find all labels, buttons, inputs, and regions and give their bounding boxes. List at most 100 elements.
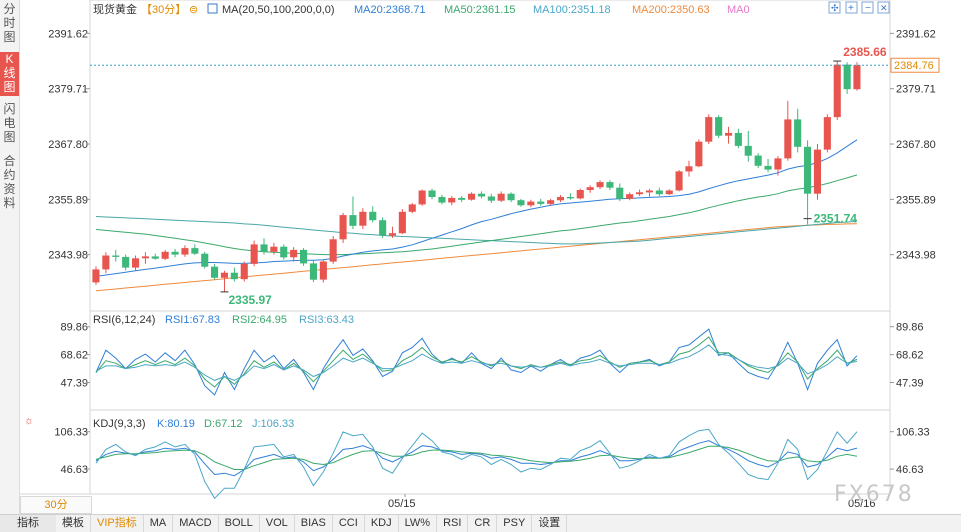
candle: [517, 198, 525, 207]
bottom-tab-10[interactable]: LW%: [399, 515, 438, 532]
candle-body: [804, 146, 812, 194]
candle: [606, 180, 614, 191]
candle-body: [309, 263, 317, 280]
period-label[interactable]: 【30分】: [141, 3, 186, 16]
tab-char: K: [5, 52, 14, 66]
candle-body: [92, 269, 100, 283]
candle: [804, 140, 812, 225]
ma200-label: MA200:2350.63: [632, 4, 710, 16]
candle-body: [744, 145, 752, 156]
bottom-tab-9[interactable]: KDJ: [365, 515, 399, 532]
candle-body: [240, 263, 248, 280]
toolbar-icons: ✣ + − ✕: [828, 1, 890, 14]
candle-body: [655, 190, 663, 195]
ma-toggle-icon[interactable]: [207, 3, 218, 14]
candle: [319, 259, 327, 283]
candle-body: [794, 119, 802, 147]
rsi-tick-right: 47.39: [896, 378, 924, 390]
candle: [616, 183, 624, 202]
kdj-j-label: J:106.33: [252, 418, 294, 430]
bottom-tab-indicator[interactable]: 指标: [0, 514, 56, 532]
candle: [675, 170, 683, 192]
candle-body: [497, 193, 505, 201]
period-selector[interactable]: 30分: [20, 496, 92, 514]
candle-body: [280, 246, 288, 258]
candle: [497, 191, 505, 203]
candle-body: [132, 258, 140, 268]
tab-char: 料: [3, 196, 16, 210]
tab-char: 合: [3, 154, 16, 168]
candle-body: [606, 182, 614, 188]
candle-body: [220, 272, 228, 278]
candle: [695, 139, 703, 168]
candle: [833, 61, 841, 120]
tab-contract-info[interactable]: 合约资料: [0, 154, 19, 212]
svg-text:✣: ✣: [831, 3, 839, 13]
candle: [556, 195, 564, 203]
candle: [270, 242, 278, 255]
candle: [309, 260, 317, 282]
settings-icon[interactable]: ⊜: [189, 4, 198, 16]
ma20-label: MA20:2368.71: [354, 4, 426, 16]
ma100-line: [95, 216, 858, 245]
candle-body: [151, 256, 159, 259]
bottom-tab-1[interactable]: 模板: [56, 515, 91, 532]
bottom-tab-13[interactable]: PSY: [497, 515, 533, 532]
indicator-settings-icon[interactable]: ☼: [24, 415, 34, 427]
date-label-2: 05/16: [848, 498, 876, 510]
rsi1-label: RSI1:67.83: [165, 314, 220, 326]
close-icon[interactable]: [877, 1, 890, 14]
chart-canvas[interactable]: 现货黄金 【30分】 ⊜ MA(20,50,100,200,0,0) MA20:…: [0, 0, 961, 514]
current-price-box: [890, 57, 940, 73]
candle: [408, 203, 416, 214]
candle-body: [418, 190, 426, 205]
candle-body: [626, 194, 634, 199]
candle-body: [349, 215, 357, 226]
rsi3-label: RSI3:63.43: [299, 314, 354, 326]
candle: [586, 185, 594, 193]
ma0-label: MA0: [727, 4, 750, 16]
candle: [132, 255, 140, 271]
tab-char: 资: [3, 182, 16, 196]
candle: [626, 192, 634, 201]
bottom-tab-12[interactable]: CR: [468, 515, 498, 532]
candle: [843, 62, 851, 94]
candle: [754, 153, 762, 169]
bottom-tab-6[interactable]: VOL: [260, 515, 295, 532]
candle-body: [438, 197, 446, 203]
candle-body: [339, 215, 347, 240]
tab-flash-chart[interactable]: 闪电图: [0, 102, 19, 146]
tab-char: 闪: [3, 102, 16, 116]
bottom-tab-5[interactable]: BOLL: [219, 515, 260, 532]
instrument-name: 现货黄金: [93, 2, 137, 16]
bottom-tab-2[interactable]: VIP指标: [91, 515, 144, 532]
bottom-tab-7[interactable]: BIAS: [295, 515, 333, 532]
high-price-label: 2385.66: [843, 45, 887, 59]
bottom-tab-11[interactable]: RSI: [437, 515, 469, 532]
bottom-tab-8[interactable]: CCI: [333, 515, 365, 532]
candle: [665, 189, 673, 196]
candle: [280, 244, 288, 260]
zoom-in-icon[interactable]: [845, 1, 858, 14]
bottom-tab-3[interactable]: MA: [144, 515, 174, 532]
candle-body: [665, 190, 673, 195]
tab-time-chart[interactable]: 分时图: [0, 2, 19, 46]
kdj-tick-left: 46.63: [60, 464, 88, 476]
candle: [448, 196, 456, 206]
candle: [537, 198, 545, 206]
candle-body: [191, 248, 199, 254]
candle-body: [369, 211, 377, 221]
candle: [764, 158, 772, 173]
bottom-tab-4[interactable]: MACD: [173, 515, 219, 532]
zoom-out-icon[interactable]: [861, 1, 874, 14]
candle: [774, 156, 782, 176]
expand-icon[interactable]: [828, 1, 841, 14]
candle-body: [833, 64, 841, 118]
price-tick-right: 2379.71: [896, 84, 936, 96]
candle-body: [359, 211, 367, 226]
bottom-tab-14[interactable]: 设置: [532, 515, 568, 532]
candle-body: [171, 251, 179, 255]
candle-body: [102, 255, 110, 270]
